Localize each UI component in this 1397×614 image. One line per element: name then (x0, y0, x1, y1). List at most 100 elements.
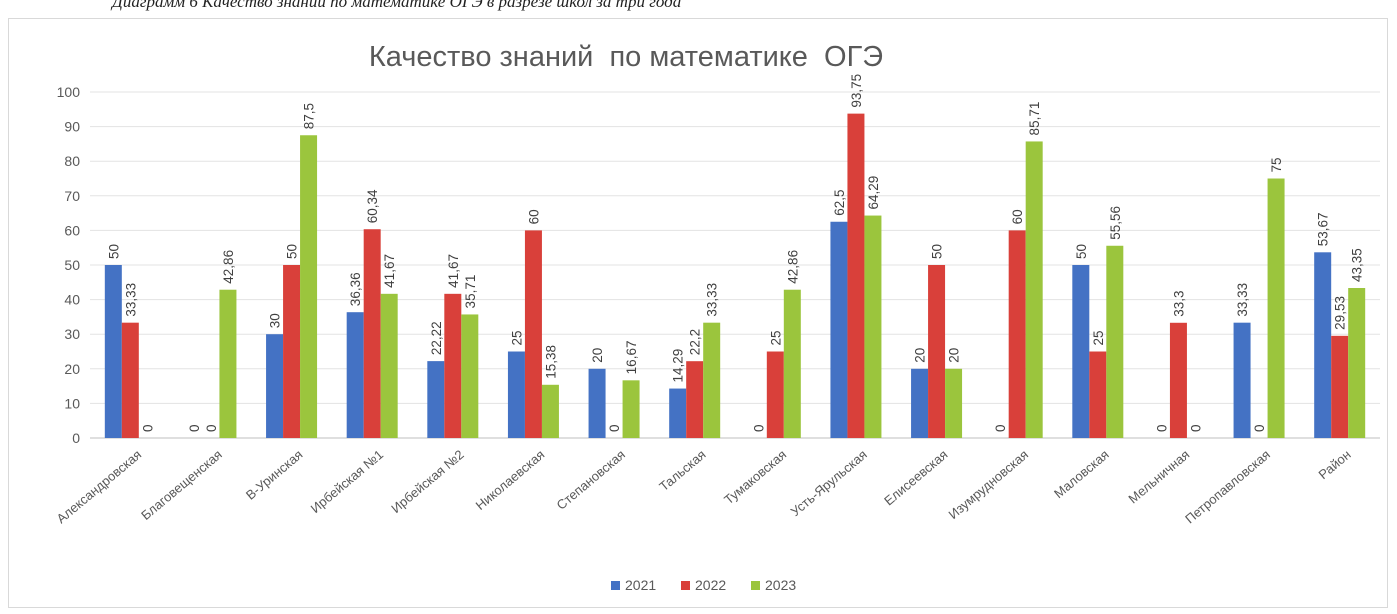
y-tick-label: 90 (64, 119, 80, 135)
bar-2021 (1233, 322, 1251, 438)
data-label: 0 (993, 424, 1008, 432)
bar-2021 (1072, 265, 1090, 438)
data-label: 14,29 (671, 349, 686, 383)
y-tick-label: 80 (64, 153, 80, 169)
y-tick-label: 100 (57, 84, 81, 100)
bar-2023 (1267, 178, 1285, 438)
bar-2022 (928, 265, 946, 438)
data-label: 25 (509, 330, 524, 345)
bars (104, 113, 1366, 438)
data-label: 25 (768, 330, 783, 345)
data-label: 93,75 (849, 74, 864, 108)
bar-2021 (1314, 252, 1332, 438)
data-label: 15,38 (543, 345, 558, 379)
legend-label-2021: 2021 (625, 577, 656, 593)
bar-2021 (507, 351, 525, 438)
data-label: 64,29 (866, 176, 881, 210)
data-label: 22,22 (429, 321, 444, 355)
y-tick-label: 10 (64, 395, 80, 411)
data-label: 22,2 (688, 329, 703, 355)
figure-caption: Диаграмм 6 Качество знаний по математике… (112, 0, 682, 11)
data-label: 53,67 (1316, 213, 1331, 247)
data-label: 0 (140, 424, 155, 432)
bar-2023 (945, 368, 963, 438)
data-label: 55,56 (1108, 206, 1123, 240)
bar-2023 (1348, 288, 1366, 438)
x-tick-label: Тальская (656, 447, 708, 494)
data-label: 87,5 (302, 103, 317, 129)
data-label: 50 (285, 244, 300, 259)
bar-2023 (703, 322, 721, 438)
y-tick-label: 0 (72, 430, 80, 446)
bar-2023 (783, 289, 801, 438)
y-tick-label: 20 (64, 361, 80, 377)
data-label: 36,36 (348, 272, 363, 306)
data-label: 42,86 (785, 250, 800, 284)
data-label: 20 (913, 348, 928, 363)
data-label: 33,33 (123, 283, 138, 317)
bar-2022 (524, 230, 542, 438)
bar-2022 (1169, 322, 1187, 438)
bar-2023 (541, 384, 559, 438)
x-tick-label: Степановская (554, 447, 628, 513)
data-label: 0 (204, 424, 219, 432)
x-tick-label: Петропавловская (1182, 447, 1273, 527)
legend-swatch-2021 (611, 581, 620, 590)
bar-2022 (444, 293, 462, 438)
data-label: 85,71 (1027, 102, 1042, 136)
bar-2023 (864, 215, 882, 438)
x-tick-label: Тумаковская (721, 447, 789, 508)
y-tick-label: 60 (64, 222, 80, 238)
data-label: 50 (930, 244, 945, 259)
data-label: 20 (590, 348, 605, 363)
legend-label-2023: 2023 (765, 577, 796, 593)
data-label: 41,67 (382, 254, 397, 288)
y-axis: 0 10 20 30 40 50 60 70 80 90 100 (57, 84, 81, 446)
bar-2022 (1089, 351, 1107, 438)
data-label: 30 (268, 313, 283, 328)
data-label: 25 (1091, 330, 1106, 345)
data-label: 60 (526, 209, 541, 224)
x-tick-label: В-Уринская (243, 447, 306, 503)
data-label: 62,5 (832, 189, 847, 215)
data-label: 0 (187, 424, 202, 432)
data-label: 0 (1188, 424, 1203, 432)
y-tick-label: 70 (64, 188, 80, 204)
data-label: 33,33 (705, 283, 720, 317)
data-label: 60,34 (365, 189, 380, 223)
data-label: 50 (1074, 244, 1089, 259)
bar-2023 (300, 135, 318, 438)
legend: 2021 2022 2023 (611, 577, 796, 593)
data-label: 0 (1252, 424, 1267, 432)
bar-2021 (427, 361, 445, 438)
bar-2023 (1106, 245, 1124, 438)
bar-2021 (830, 221, 848, 438)
bar-2021 (911, 368, 929, 438)
bar-2022 (766, 351, 784, 438)
data-label: 0 (607, 424, 622, 432)
bar-2022 (363, 229, 381, 438)
legend-swatch-2023 (751, 581, 760, 590)
chart-frame (8, 18, 1388, 608)
x-tick-label: Благовещенская (138, 447, 225, 523)
data-label: 16,67 (624, 341, 639, 375)
bar-2023 (461, 314, 479, 438)
y-tick-label: 30 (64, 326, 80, 342)
bar-2021 (104, 265, 122, 438)
data-label: 0 (751, 424, 766, 432)
y-tick-label: 40 (64, 292, 80, 308)
data-label: 33,3 (1171, 291, 1186, 317)
bar-2021 (588, 368, 606, 438)
bar-2022 (1008, 230, 1026, 438)
bar-2022 (1331, 335, 1349, 438)
x-tick-label: Ирбейская №1 (308, 447, 387, 516)
bar-2022 (121, 322, 139, 438)
x-tick-label: Изумрудновская (946, 447, 1032, 522)
x-tick-label: Елисеевская (881, 447, 950, 509)
data-label: 33,33 (1235, 283, 1250, 317)
x-tick-label: Район (1316, 447, 1354, 482)
x-tick-label: Мельничная (1125, 447, 1192, 507)
bar-2023 (1025, 141, 1043, 438)
